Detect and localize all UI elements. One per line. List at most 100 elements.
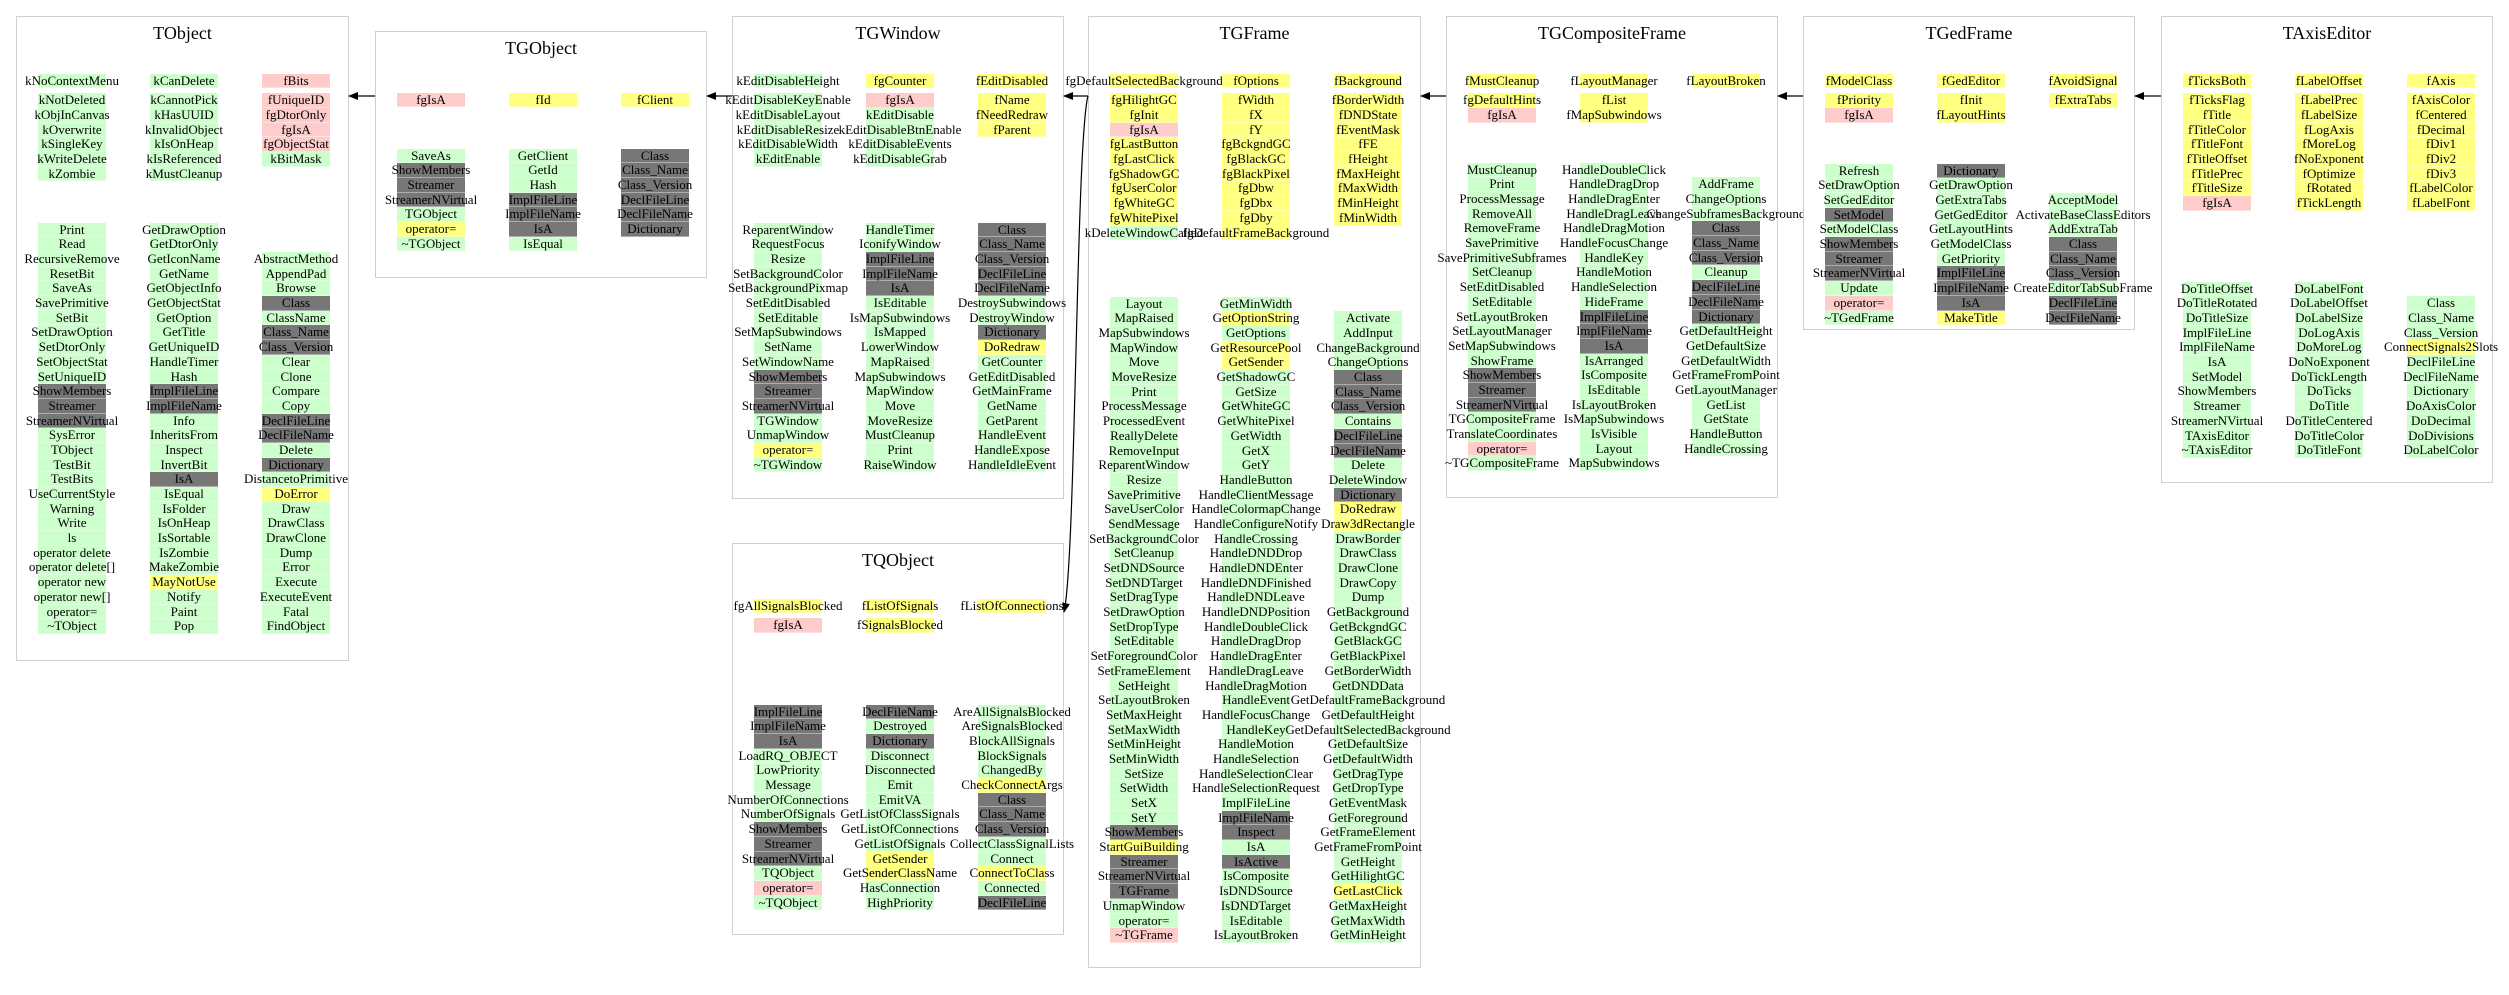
method-item: RemoveAll — [1468, 206, 1536, 222]
method-label: GetListOfClassSignals — [840, 806, 960, 822]
method-label: HandleKey — [1584, 249, 1644, 265]
method-label: GetMinWidth — [1219, 295, 1293, 311]
method-label: Error — [282, 559, 310, 575]
method-item: GetY — [1222, 458, 1290, 473]
method-label: Resize — [770, 251, 806, 267]
method-label: MapSubwindows — [854, 368, 946, 384]
method-label: ~TGObject — [401, 235, 461, 251]
member-item: fLabelOffset — [2295, 73, 2363, 89]
member-item: fPriority — [1825, 93, 1893, 109]
member-label: fMinHeight — [1337, 195, 1399, 211]
member-label: fFE — [1358, 136, 1378, 152]
method-item: Class_Version — [975, 821, 1049, 837]
method-item: GetDefaultHeight — [1679, 324, 1773, 339]
method-item: Error — [262, 559, 330, 576]
method-label: GetBlackGC — [1334, 633, 1402, 649]
method-item: BlockAllSignals — [969, 733, 1055, 749]
method-item: TObject — [38, 442, 106, 458]
method-item: SetDrawOption — [1818, 178, 1900, 194]
method-label: Compare — [272, 383, 320, 399]
method-label: ShowMembers — [1462, 367, 1542, 383]
member-item: fgDby — [1222, 210, 1290, 226]
method-label: CheckConnectArgs — [961, 777, 1063, 793]
member-item: kIsReferenced — [146, 151, 222, 167]
method-item: GetDefaultHeight — [1321, 707, 1415, 723]
method-item: Clone — [262, 368, 330, 385]
method-label: DeclFileLine — [977, 894, 1047, 910]
method-label: SetCleanup — [1114, 545, 1174, 561]
method-item: SetFrameElement — [1097, 663, 1191, 679]
method-label: Dictionary — [627, 221, 683, 237]
method-label: Browse — [276, 280, 316, 296]
method-item: operator= — [1825, 295, 1893, 311]
method-item: SetWindowName — [742, 354, 834, 370]
method-item: DeclFileName — [2403, 369, 2479, 385]
method-item: GetState — [1692, 412, 1760, 428]
member-label: kOverwrite — [42, 121, 102, 137]
method-item: GetBackground — [1327, 604, 1409, 620]
method-label: operator= — [46, 603, 98, 619]
method-label: Clone — [280, 368, 312, 384]
method-label: Class_Name — [979, 236, 1045, 252]
member-label: fTitleOffset — [2186, 151, 2248, 167]
method-label: GetDefaultSize — [1327, 736, 1409, 752]
method-label: DoLogAxis — [2298, 324, 2360, 340]
method-item: ShowFrame — [1468, 353, 1536, 369]
method-label: DeclFileName — [862, 703, 938, 719]
member-label: fLayoutManager — [1570, 72, 1658, 88]
method-label: Class — [997, 221, 1027, 237]
member-item: fListOfSignals — [862, 598, 938, 614]
member-item: kEditDisable — [866, 107, 934, 123]
member-column: kNoContextMenu kNotDeleted kObjInCanvas kOv… — [25, 73, 119, 182]
method-item: GetMaxWidth — [1331, 913, 1405, 929]
method-label: GetFrameElement — [1320, 824, 1416, 840]
member-item: kHasUUID — [150, 107, 218, 123]
method-label: SetUniqueID — [37, 368, 107, 384]
method-label: DoTicks — [2306, 383, 2352, 399]
method-item: operator= — [38, 603, 106, 620]
method-item: ImplFileName — [1576, 324, 1652, 339]
method-label: GetTitle — [162, 324, 206, 340]
member-column: fBackground fBorderWidth fDNDState fEventMa… — [1332, 73, 1404, 226]
class-title: TGWindow — [855, 23, 941, 43]
method-item: GetWhiteGC — [1222, 399, 1290, 415]
method-label: TGFrame — [1118, 883, 1170, 899]
method-item: UseCurrentStyle — [29, 486, 115, 502]
method-item: Move — [866, 397, 934, 414]
method-item: GetGedEditor — [1935, 207, 2007, 223]
method-item: HandleButton — [1220, 472, 1292, 488]
member-label: fModelClass — [1825, 72, 1893, 88]
method-item: Draw — [262, 501, 330, 517]
method-item: Dictionary — [1937, 163, 2005, 179]
method-item: SavePrimitive — [1465, 235, 1539, 251]
method-label: ShowMembers — [748, 821, 828, 837]
method-label: StreamerNVirtual — [741, 850, 835, 866]
method-item: Inspect — [1222, 825, 1290, 841]
method-label: DrawCopy — [1339, 574, 1397, 590]
method-item: ReparentWindow — [742, 222, 834, 238]
member-item: fgIsA — [262, 122, 330, 138]
method-label: GetWidth — [1230, 427, 1282, 443]
method-label: TestBit — [53, 456, 91, 472]
method-label: Class — [281, 295, 311, 311]
method-label: DeclFileLine — [261, 412, 331, 428]
member-item: fgDefaultHints — [1463, 93, 1541, 109]
method-label: StartGuiBuilding — [1099, 839, 1189, 855]
member-label: kZombie — [48, 165, 96, 181]
method-label: operator delete — [33, 544, 111, 560]
method-label: Class — [1711, 220, 1741, 236]
method-item: Notify — [150, 589, 218, 605]
class-box-tqobject: TQObject fgAllSignalsBlocked fgIsA fListOfS… — [727, 543, 1074, 935]
method-label: Move — [884, 397, 916, 413]
member-label: fParent — [993, 121, 1031, 137]
method-label: DoTitle — [2309, 398, 2349, 414]
member-item: kObjInCanvas — [34, 107, 110, 123]
method-label: AcceptModel — [2047, 192, 2119, 208]
method-item: InvertBit — [150, 457, 218, 473]
method-item: operator= — [754, 442, 822, 458]
method-item: Draw3dRectangle — [1321, 516, 1415, 532]
member-label: kEditDisable — [866, 107, 934, 123]
member-label: fGedEditor — [1941, 72, 2001, 88]
method-label: SysError — [48, 427, 96, 443]
method-item: Class_Version — [1331, 399, 1405, 415]
